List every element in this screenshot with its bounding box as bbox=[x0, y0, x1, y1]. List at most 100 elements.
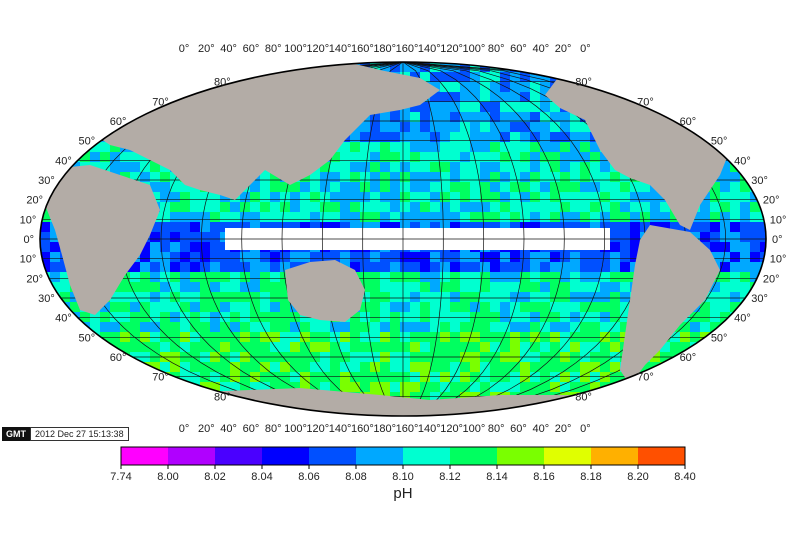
land-africa bbox=[40, 165, 160, 315]
ocean-cell bbox=[550, 142, 560, 152]
ocean-cell bbox=[340, 342, 350, 352]
ocean-cell bbox=[390, 132, 400, 142]
ocean-cell bbox=[190, 302, 200, 312]
ocean-cell bbox=[610, 222, 620, 232]
ocean-cell bbox=[110, 372, 120, 382]
ocean-cell bbox=[460, 172, 470, 182]
ocean-cell bbox=[560, 202, 570, 212]
ocean-cell bbox=[640, 182, 650, 192]
ocean-cell bbox=[390, 382, 400, 392]
right-lat-label: 70° bbox=[637, 372, 654, 384]
ocean-cell bbox=[60, 292, 70, 302]
ocean-cell bbox=[320, 362, 330, 372]
ocean-cell bbox=[610, 392, 620, 402]
ocean-cell bbox=[120, 322, 130, 332]
ocean-cell bbox=[270, 262, 280, 272]
ocean-cell bbox=[70, 122, 80, 132]
ocean-cell bbox=[230, 282, 240, 292]
ocean-cell bbox=[620, 262, 630, 272]
ocean-cell bbox=[710, 212, 720, 222]
ocean-cell bbox=[740, 102, 750, 112]
ocean-cell bbox=[700, 202, 710, 212]
left-lat-label: 30° bbox=[38, 293, 55, 305]
ocean-cell bbox=[290, 362, 300, 372]
ocean-cell bbox=[400, 382, 410, 392]
ocean-cell bbox=[570, 112, 580, 122]
ocean-cell bbox=[390, 212, 400, 222]
ocean-cell bbox=[420, 282, 430, 292]
ocean-cell bbox=[580, 402, 590, 412]
ocean-cell bbox=[590, 272, 600, 282]
ocean-cell bbox=[520, 412, 530, 416]
ocean-cell bbox=[150, 392, 160, 402]
ocean-cell bbox=[530, 62, 540, 72]
ocean-cell bbox=[220, 402, 230, 412]
ocean-cell bbox=[240, 212, 250, 222]
ocean-cell bbox=[380, 182, 390, 192]
ocean-cell bbox=[520, 112, 530, 122]
ocean-cell bbox=[570, 282, 580, 292]
ocean-cell bbox=[350, 322, 360, 332]
ocean-cell bbox=[210, 212, 220, 222]
ocean-cell bbox=[510, 142, 520, 152]
ocean-cell bbox=[420, 122, 430, 132]
ocean-cell bbox=[530, 102, 540, 112]
ocean-cell bbox=[540, 222, 550, 232]
ocean-cell bbox=[410, 62, 420, 72]
ocean-cell bbox=[310, 202, 320, 212]
ocean-cell bbox=[720, 372, 730, 382]
ocean-cell bbox=[70, 362, 80, 372]
ocean-cell bbox=[580, 192, 590, 202]
ocean-cell bbox=[740, 182, 750, 192]
ocean-cell bbox=[210, 192, 220, 202]
ocean-cell bbox=[40, 232, 50, 242]
ocean-cell bbox=[200, 62, 210, 72]
ocean-cell bbox=[370, 262, 380, 272]
ocean-cell bbox=[660, 392, 670, 402]
ocean-cell bbox=[720, 252, 730, 262]
ocean-cell bbox=[200, 302, 210, 312]
ocean-cell bbox=[710, 292, 720, 302]
ocean-cell bbox=[610, 402, 620, 412]
ocean-cell bbox=[470, 192, 480, 202]
ocean-cell bbox=[180, 72, 190, 82]
ocean-cell bbox=[90, 122, 100, 132]
ocean-cell bbox=[260, 182, 270, 192]
ocean-cell bbox=[440, 152, 450, 162]
ocean-cell bbox=[460, 392, 470, 402]
ocean-cell bbox=[250, 262, 260, 272]
ocean-cell bbox=[320, 342, 330, 352]
ocean-cell bbox=[530, 262, 540, 272]
ocean-cell bbox=[570, 162, 580, 172]
ocean-cell bbox=[580, 272, 590, 282]
ocean-cell bbox=[540, 402, 550, 412]
ocean-cell bbox=[490, 312, 500, 322]
ocean-cell bbox=[380, 382, 390, 392]
ocean-cell bbox=[420, 72, 430, 82]
ocean-cell bbox=[730, 182, 740, 192]
ocean-cell bbox=[520, 142, 530, 152]
ocean-cell bbox=[350, 132, 360, 142]
ocean-cell bbox=[130, 262, 140, 272]
ocean-cell bbox=[340, 222, 350, 232]
ocean-cell bbox=[450, 302, 460, 312]
ocean-cell bbox=[720, 192, 730, 202]
ocean-cell bbox=[70, 372, 80, 382]
ocean-cell bbox=[180, 252, 190, 262]
ocean-cell bbox=[440, 102, 450, 112]
ocean-cell bbox=[460, 382, 470, 392]
ocean-cell bbox=[390, 272, 400, 282]
ocean-cell bbox=[640, 222, 650, 232]
ocean-cell bbox=[610, 262, 620, 272]
ocean-cell bbox=[220, 212, 230, 222]
ocean-cell bbox=[700, 302, 710, 312]
ocean-cell bbox=[700, 232, 710, 242]
ocean-cell bbox=[390, 162, 400, 172]
ocean-cell bbox=[390, 62, 400, 72]
ocean-cell bbox=[530, 152, 540, 162]
ocean-cell bbox=[360, 382, 370, 392]
ocean-cell bbox=[460, 262, 470, 272]
ocean-cell bbox=[510, 132, 520, 142]
ocean-cell bbox=[470, 182, 480, 192]
ocean-cell bbox=[640, 362, 650, 372]
